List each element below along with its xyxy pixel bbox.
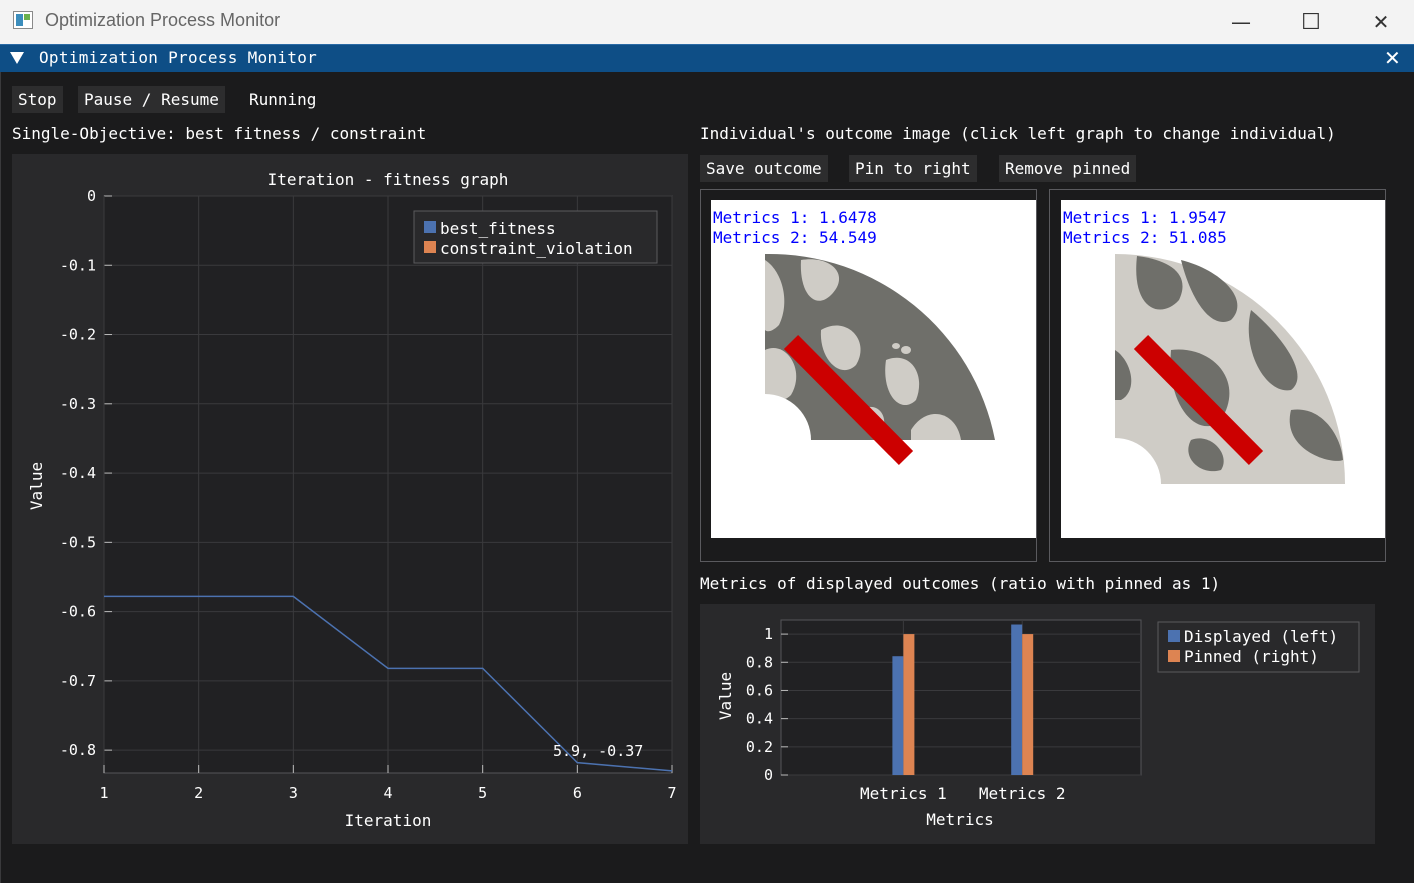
material-blobs	[765, 259, 961, 440]
collapse-triangle-icon[interactable]	[10, 52, 24, 64]
imgui-window-title: Optimization Process Monitor	[39, 48, 318, 67]
inner-hole-pinned	[1069, 438, 1161, 530]
legend-label-best-fitness: best_fitness	[440, 219, 556, 238]
bar-displayed-2[interactable]	[1011, 624, 1023, 775]
os-titlebar	[0, 0, 1414, 44]
fitness-x-tick-label: 1	[99, 784, 108, 802]
app-icon	[13, 11, 33, 29]
metrics-y-tick-label: 1	[764, 625, 773, 643]
metrics-y-tick-label: 0.8	[746, 653, 773, 671]
design-domain-dark	[765, 253, 995, 440]
design-domain-light	[1115, 254, 1345, 484]
status-label: Running	[249, 90, 317, 109]
fitness-chart-title: Iteration - fitness graph	[268, 170, 509, 189]
legend-swatch-pinned	[1168, 650, 1180, 662]
red-rod	[783, 334, 914, 466]
metrics-y-tick-label: 0.2	[746, 738, 773, 756]
legend-label-displayed: Displayed (left)	[1184, 627, 1338, 646]
remove-pinned-button[interactable]: Remove pinned	[999, 155, 1137, 182]
displayed-outcome-frame	[700, 189, 1037, 562]
fitness-chart[interactable]: Iteration - fitness graph 0 -0.1 -0.2 -0.3 -…	[12, 154, 688, 844]
maximize-button[interactable]: ☐	[1301, 9, 1321, 35]
legend-label-constraint-violation: constraint_violation	[440, 239, 633, 258]
metrics-x-axis-label: Metrics	[926, 810, 993, 829]
pinned-metric-1: Metrics 1: 1.9547	[1063, 208, 1227, 227]
fitness-x-tick-label: 6	[573, 784, 582, 802]
void-blobs	[1115, 256, 1343, 472]
metrics-plot-panel[interactable]: 0 0.2 0.4 0.6 0.8 1 Metrics 1 Metrics 2 Metric…	[700, 604, 1375, 844]
close-window-button[interactable]: ✕	[1372, 10, 1390, 34]
fitness-x-tick-label: 5	[478, 784, 487, 802]
metrics-y-axis-label: Value	[716, 672, 735, 720]
left-section-title: Single-Objective: best fitness / constra…	[12, 124, 427, 143]
imgui-titlebar	[0, 44, 1414, 72]
pinned-metric-2: Metrics 2: 51.085	[1063, 228, 1227, 247]
fitness-y-tick-label: -0.3	[60, 395, 96, 413]
fitness-legend	[413, 210, 658, 264]
minimize-button[interactable]: —	[1231, 10, 1251, 34]
fitness-y-tick-label: -0.4	[60, 464, 96, 482]
pause-resume-button[interactable]: Pause / Resume	[78, 86, 225, 113]
metrics-x-tick-label: Metrics 2	[979, 784, 1066, 803]
stop-button[interactable]: Stop	[12, 86, 63, 113]
fitness-x-axis-label: Iteration	[345, 811, 432, 830]
legend-label-pinned: Pinned (right)	[1184, 647, 1319, 666]
pin-to-right-button[interactable]: Pin to right	[849, 155, 977, 182]
metrics-bar-chart[interactable]: 0 0.2 0.4 0.6 0.8 1 Metrics 1 Metrics 2 Metric…	[700, 604, 1375, 844]
legend-swatch-constraint-violation	[424, 241, 436, 253]
fitness-y-tick-label: -0.8	[60, 741, 96, 759]
metrics-legend	[1157, 621, 1360, 673]
metrics-plot-area[interactable]	[780, 619, 1142, 776]
displayed-metric-1: Metrics 1: 1.6478	[713, 208, 877, 227]
fitness-x-tick-label: 3	[289, 784, 298, 802]
displayed-outcome-image[interactable]: Metrics 1: 1.6478 Metrics 2: 54.549	[711, 200, 1036, 538]
bar-pinned-2[interactable]	[1022, 634, 1034, 775]
os-window-title: Optimization Process Monitor	[45, 10, 281, 30]
fitness-y-tick-label: -0.2	[60, 326, 96, 344]
hover-coordinate-label: 5.9, -0.37	[553, 742, 643, 760]
red-rod-pinned	[1133, 334, 1264, 466]
fitness-x-tick-label: 7	[667, 784, 676, 802]
metrics-y-tick-label: 0	[764, 766, 773, 784]
fitness-x-tick-label: 4	[383, 784, 392, 802]
metrics-x-tick-label: Metrics 1	[860, 784, 947, 803]
legend-swatch-best-fitness	[424, 221, 436, 233]
metrics-y-tick-label: 0.6	[746, 681, 773, 699]
series-line-best-fitness[interactable]	[104, 595, 673, 772]
bar-pinned-1[interactable]	[903, 634, 915, 775]
imgui-close-icon[interactable]: ✕	[1384, 46, 1401, 70]
fitness-y-tick-label: -0.7	[60, 672, 96, 690]
fitness-y-tick-label: -0.6	[60, 603, 96, 621]
right-section-title: Individual's outcome image (click left g…	[700, 124, 1336, 143]
bar-displayed-1[interactable]	[892, 656, 904, 775]
fitness-y-tick-label: 0	[87, 187, 96, 205]
imgui-window-body	[0, 72, 1414, 883]
save-outcome-button[interactable]: Save outcome	[700, 155, 828, 182]
displayed-metric-2: Metrics 2: 54.549	[713, 228, 877, 247]
fitness-x-tick-label: 2	[194, 784, 203, 802]
fitness-y-tick-label: -0.5	[60, 533, 96, 551]
fitness-plot-panel[interactable]: Iteration - fitness graph 0 -0.1 -0.2 -0.3 -…	[12, 154, 688, 844]
pinned-outcome-frame	[1049, 189, 1386, 562]
inner-hole	[719, 394, 811, 486]
metrics-y-tick-label: 0.4	[746, 710, 773, 728]
metrics-section-title: Metrics of displayed outcomes (ratio wit…	[700, 574, 1221, 593]
fitness-y-tick-label: -0.1	[60, 256, 96, 274]
pinned-outcome-image[interactable]: Metrics 1: 1.9547 Metrics 2: 51.085	[1061, 200, 1385, 538]
fitness-y-axis-label: Value	[27, 462, 46, 510]
legend-swatch-displayed	[1168, 630, 1180, 642]
